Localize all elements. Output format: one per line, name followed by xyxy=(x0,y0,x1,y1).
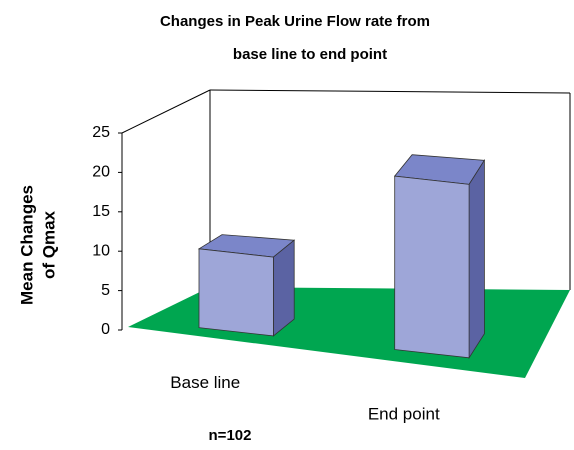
x-tick-label: End point xyxy=(368,404,440,423)
bar-side xyxy=(272,239,295,337)
y-axis-label: of Qmax xyxy=(39,210,58,279)
wall-edge xyxy=(121,89,211,134)
y-tick-label: 15 xyxy=(92,203,110,220)
floor xyxy=(128,287,570,378)
bar-side xyxy=(468,158,485,360)
x-tick-label: Base line xyxy=(170,373,240,392)
y-axis-label: Mean Changes xyxy=(17,185,36,305)
bar xyxy=(394,175,470,359)
y-tick-label: 0 xyxy=(101,321,110,338)
wall-edge xyxy=(209,89,571,94)
chart-title: Changes in Peak Urine Flow rate from xyxy=(160,13,430,30)
y-tick-label: 10 xyxy=(92,242,110,259)
chart-title: base line to end point xyxy=(233,46,387,63)
y-tick-label: 20 xyxy=(92,164,110,181)
y-tick-label: 25 xyxy=(92,124,110,141)
sample-size-note: n=102 xyxy=(209,427,252,444)
y-tick-label: 5 xyxy=(101,282,110,299)
bar xyxy=(198,248,274,337)
